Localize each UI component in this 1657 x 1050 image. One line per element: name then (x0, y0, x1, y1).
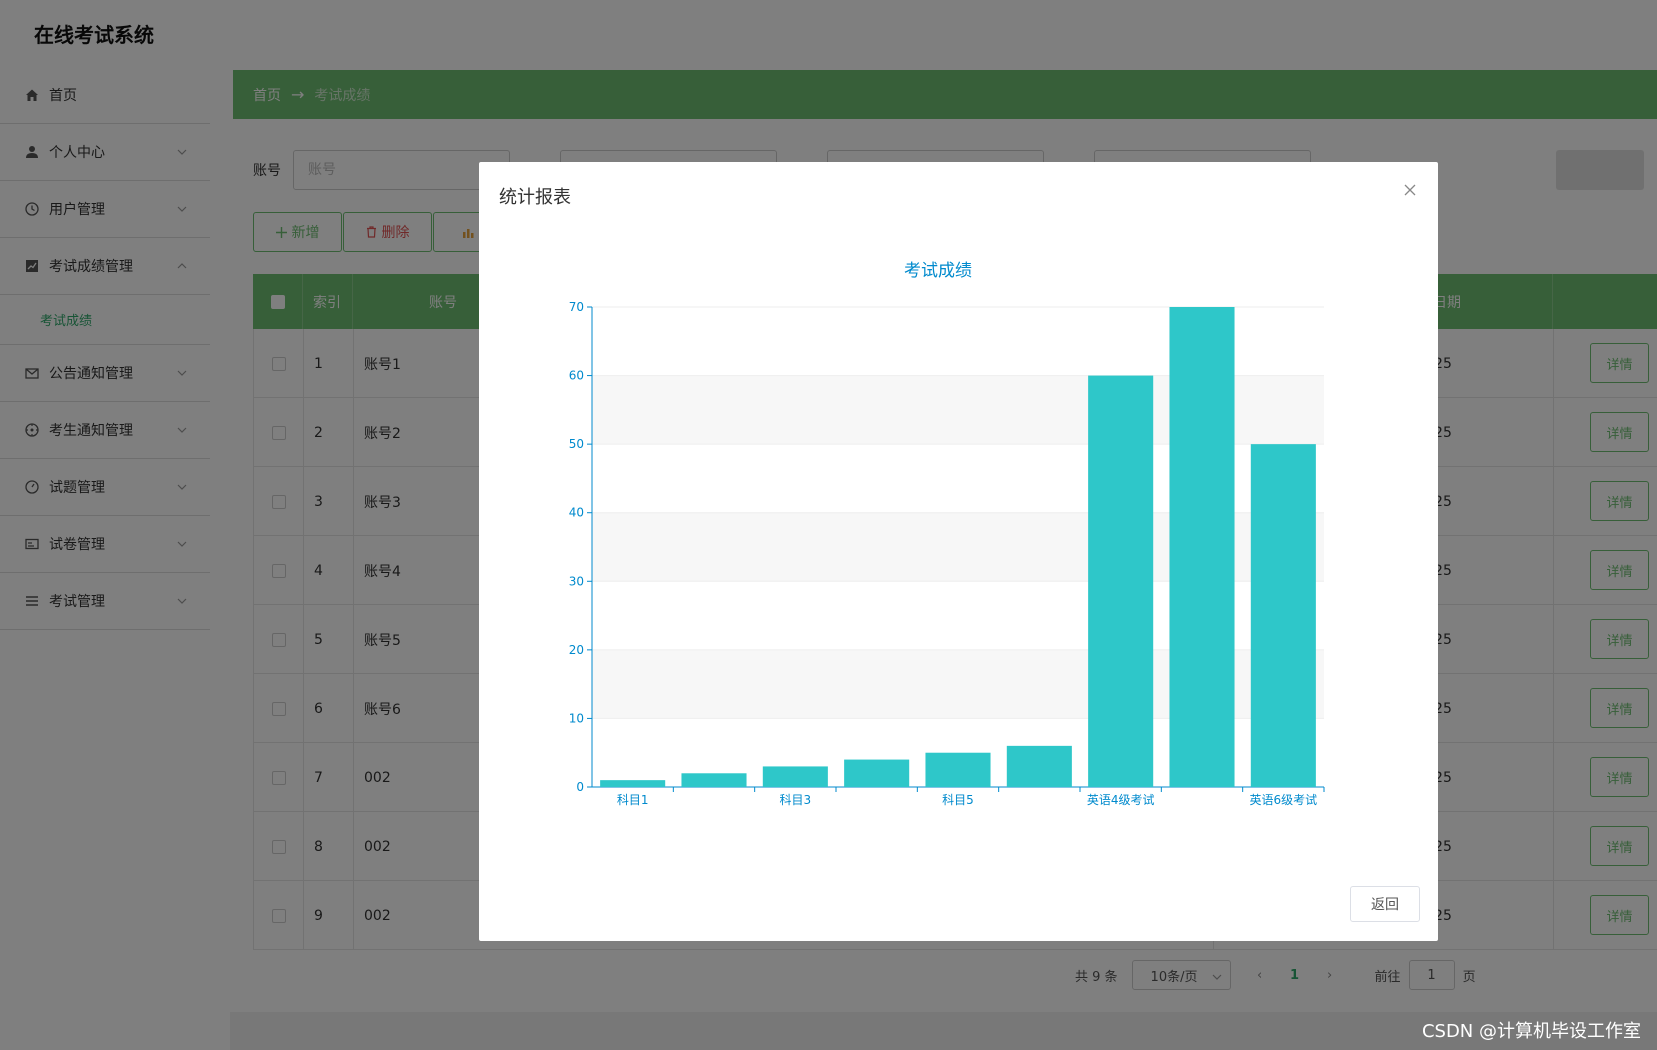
modal-title: 统计报表 (499, 187, 571, 208)
x-tick-label: 科目3 (780, 793, 812, 807)
y-tick-label: 0 (576, 780, 584, 794)
return-button[interactable]: 返回 (1350, 886, 1420, 922)
chart-container: 考试成绩 0 10 20 30 40 50 60 70 科目1 科目3 科目5 英语4级考试 英语6级考试 (479, 242, 1438, 812)
bar (1006, 745, 1072, 787)
y-tick-label: 20 (569, 643, 584, 657)
x-tick-label: 英语6级考试 (1250, 792, 1318, 807)
x-tick-label: 科目1 (617, 793, 649, 807)
bar (762, 766, 828, 787)
stats-modal: 统计报表 考试成绩 0 10 20 30 40 50 60 70 科目1 科目3 科目5 英语4级考试 英… (479, 162, 1438, 941)
bar (681, 773, 747, 787)
watermark: CSDN @计算机毕设工作室 (1421, 1021, 1641, 1042)
y-tick-label: 70 (569, 300, 584, 314)
bar (925, 752, 991, 787)
x-tick-label: 科目5 (942, 793, 974, 807)
x-tick-label: 英语4级考试 (1087, 792, 1155, 807)
close-icon[interactable] (1402, 182, 1418, 198)
y-tick-label: 60 (569, 369, 584, 383)
y-tick-label: 30 (569, 574, 584, 588)
bar-chart: 考试成绩 0 10 20 30 40 50 60 70 科目1 科目3 科目5 英语4级考试 英语6级考试 (569, 261, 1325, 807)
bar (844, 759, 910, 787)
y-tick-label: 10 (569, 711, 584, 725)
bar (1169, 307, 1235, 787)
bar (1250, 444, 1316, 787)
y-tick-label: 40 (569, 506, 584, 520)
chart-title: 考试成绩 (904, 261, 972, 281)
bar (600, 780, 666, 787)
y-tick-label: 50 (569, 437, 584, 451)
bar (1088, 375, 1154, 787)
